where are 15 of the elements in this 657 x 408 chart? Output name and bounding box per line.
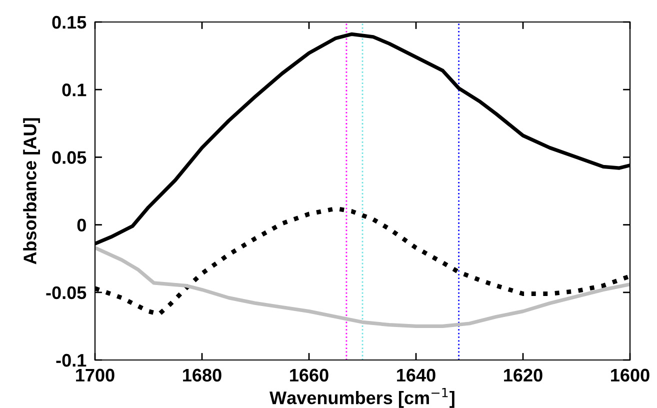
x-tick-label: 1680	[183, 368, 222, 382]
y-tick-label: 0.05	[52, 151, 86, 164]
y-axis-title: Absorbance [AU]	[23, 118, 40, 264]
line-series	[95, 246, 630, 328]
x-tick-label: 1620	[504, 368, 542, 382]
y-tick-label: 0.15	[52, 16, 86, 29]
x-tick-label: 1700	[76, 368, 114, 382]
y-tick-label: 0	[77, 218, 86, 232]
y-tick-label: -0.05	[46, 286, 86, 300]
x-tick-label: 1640	[397, 368, 436, 382]
y-tick-label: -0.1	[56, 354, 86, 367]
x-axis-title: Wavenumbers [cm$^{−1}$]	[270, 388, 454, 408]
x-tick-label: 1660	[290, 368, 328, 382]
y-tick-label: 0.1	[62, 84, 86, 96]
x-tick-label: 1600	[611, 368, 650, 382]
